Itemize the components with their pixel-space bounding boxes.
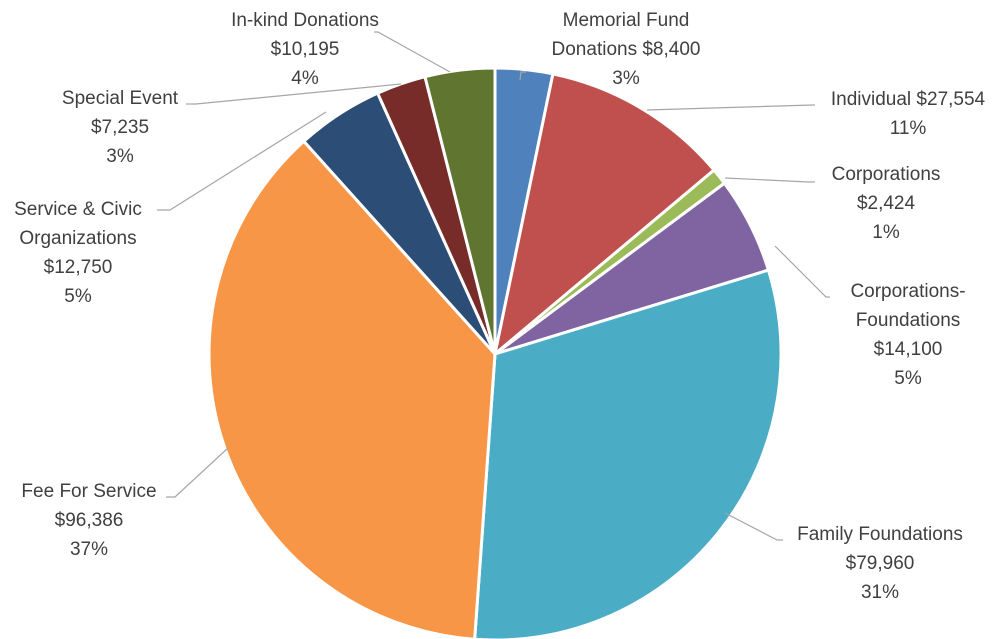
data-label-line: 1%	[872, 222, 900, 243]
data-label-line: Memorial Fund	[563, 10, 690, 31]
data-label-line: Service & Civic	[14, 199, 142, 220]
data-label-line: 4%	[291, 68, 319, 89]
leader-line-individual	[646, 104, 815, 111]
pie-slice-fee-for-service	[207, 139, 497, 639]
data-label-line: $96,386	[55, 510, 124, 531]
data-label-line: $7,235	[91, 117, 149, 138]
data-label-line: $2,424	[857, 193, 916, 214]
pie-slices	[207, 66, 783, 639]
leader-line-corporations	[724, 177, 815, 183]
data-label-line: 37%	[70, 539, 108, 560]
data-label-in-kind-donations: In-kind Donations $10,195 4%	[231, 10, 379, 89]
data-label-line: Corporations	[832, 164, 941, 185]
leader-line-special-event	[186, 83, 402, 105]
leader-line-fee-for-service	[166, 447, 229, 498]
leader-line-corporations-foundations	[774, 245, 830, 298]
leader-lines	[157, 31, 830, 541]
data-label-line: Corporations-	[850, 281, 965, 302]
data-labels: Memorial Fund Donations $8,400 3% Individua…	[14, 10, 985, 603]
data-label-line: 5%	[64, 286, 92, 307]
data-label-corporations: Corporations $2,424 1%	[832, 164, 941, 243]
pie-slice-in-kind-donations	[423, 66, 497, 356]
data-label-service-and-civic-organizations: Service & Civic Organizations $12,750 5%	[14, 199, 142, 307]
data-label-line: 3%	[106, 146, 134, 167]
data-label-line: Organizations	[19, 228, 136, 249]
data-label-line: Fee For Service	[21, 481, 156, 502]
data-label-line: 5%	[894, 368, 922, 389]
pie-slice-individual	[493, 72, 716, 356]
data-label-family-foundations: Family Foundations $79,960 31%	[797, 524, 963, 603]
leader-line-service-and-civic-organizations	[157, 111, 327, 211]
data-label-line: $10,195	[271, 39, 340, 60]
data-label-individual: Individual $27,554 11%	[831, 89, 986, 139]
leader-line-in-kind-donations	[374, 31, 451, 73]
data-label-corporations-foundations: Corporations- Foundations $14,100 5%	[850, 281, 965, 389]
data-label-line: In-kind Donations	[231, 10, 379, 31]
data-label-special-event: Special Event $7,235 3%	[62, 88, 179, 167]
leader-line-memorial-fund-donations	[519, 71, 526, 81]
data-label-line: Donations $8,400	[552, 39, 701, 60]
data-label-line: 3%	[612, 68, 640, 89]
leader-line-family-foundations	[724, 512, 783, 541]
data-label-line: $79,960	[846, 553, 915, 574]
data-label-line: 31%	[861, 582, 899, 603]
data-label-line: Family Foundations	[797, 524, 963, 545]
data-label-fee-for-service: Fee For Service $96,386 37%	[21, 481, 156, 560]
data-label-line: Individual $27,554	[831, 89, 986, 110]
data-label-line: 11%	[890, 118, 927, 139]
data-label-line: $12,750	[44, 257, 113, 278]
data-label-line: Special Event	[62, 88, 179, 109]
pie-slice-family-foundations	[473, 268, 783, 639]
data-label-line: $14,100	[874, 339, 943, 360]
data-label-line: Foundations	[856, 310, 961, 331]
data-label-memorial-fund-donations: Memorial Fund Donations $8,400 3%	[552, 10, 701, 89]
